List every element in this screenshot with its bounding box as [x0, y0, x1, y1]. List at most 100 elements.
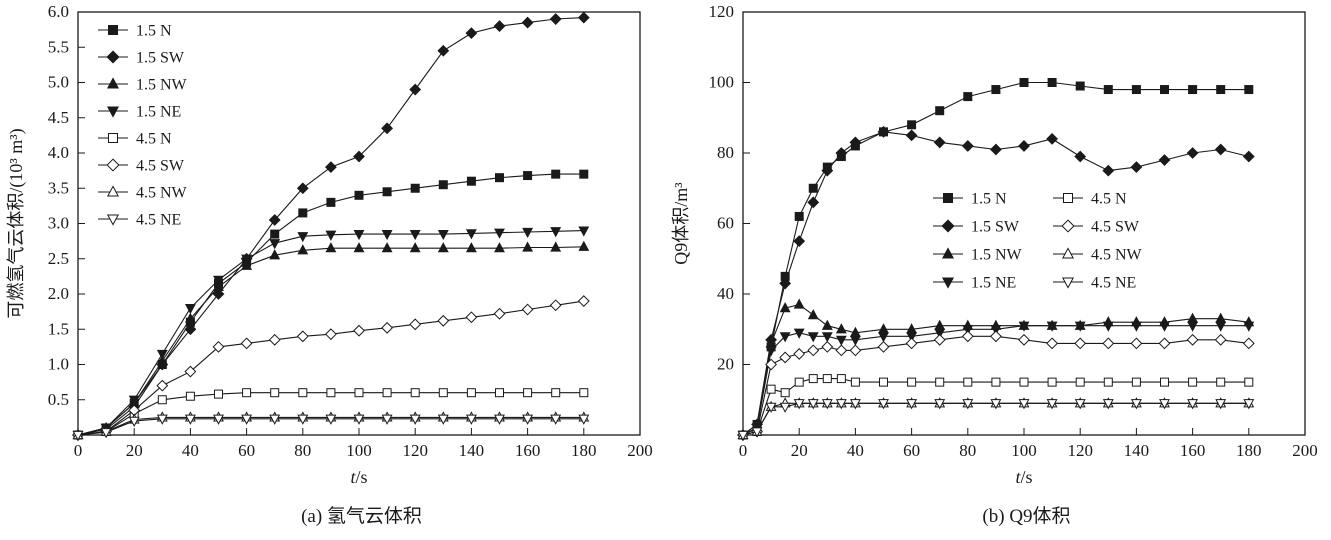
- x-tick-label: 20: [126, 441, 143, 460]
- open-diamond-marker: [156, 379, 169, 392]
- filled-diamond-marker: [1102, 164, 1115, 177]
- series-4.5-NE: [737, 399, 1255, 442]
- legend-item: 4.5 N: [1053, 191, 1127, 208]
- legend-item: 4.5 SW: [98, 158, 185, 175]
- legend-label: 4.5 NE: [1091, 275, 1136, 292]
- filled-triangle-down-marker: [1018, 321, 1030, 332]
- y-tick-label: 20: [717, 355, 734, 374]
- legend-item: 1.5 N: [98, 23, 172, 40]
- legend-item: 4.5 NE: [98, 212, 181, 229]
- open-diamond-marker: [1130, 337, 1143, 350]
- open-triangle-down-marker: [807, 399, 819, 410]
- legend-item: 1.5 SW: [933, 219, 1020, 236]
- open-triangle-down-marker: [849, 399, 861, 410]
- open-diamond-marker: [849, 344, 862, 357]
- filled-triangle-up-marker: [835, 323, 847, 334]
- filled-square-marker: [438, 180, 448, 190]
- open-diamond-marker: [437, 314, 450, 327]
- open-square-marker: [270, 388, 280, 398]
- open-triangle-down-marker: [1159, 399, 1170, 410]
- open-diamond-marker: [765, 358, 778, 371]
- filled-triangle-down-marker: [1102, 321, 1114, 332]
- open-triangle-down-marker: [550, 414, 562, 425]
- x-tick-label: 100: [1011, 441, 1037, 460]
- y-tick-label: 4.5: [48, 108, 69, 127]
- open-diamond-marker: [324, 328, 337, 341]
- open-square-marker: [438, 388, 448, 398]
- filled-triangle-up-marker: [269, 249, 281, 260]
- filled-triangle-down-marker: [550, 227, 562, 238]
- filled-triangle-down-marker: [878, 332, 889, 343]
- filled-diamond-marker: [268, 214, 281, 226]
- open-diamond-marker: [577, 295, 590, 307]
- open-diamond-marker: [807, 344, 820, 357]
- open-diamond-marker: [1061, 219, 1075, 233]
- open-square-marker: [766, 384, 776, 394]
- y-tick-label: 5.5: [48, 37, 69, 56]
- y-tick-label: 3.0: [48, 214, 69, 233]
- open-diamond-marker: [465, 311, 478, 324]
- filled-square-marker: [382, 187, 392, 197]
- axes: 0 20 40 60 80 100 120 140 160 180 200 20 40 60 80 100 12…: [671, 2, 1318, 487]
- filled-diamond-marker: [1046, 132, 1059, 145]
- filled-square-marker: [935, 106, 945, 116]
- open-triangle-down-marker: [737, 430, 749, 442]
- x-tick-label: 0: [739, 441, 748, 460]
- filled-diamond-marker: [905, 129, 918, 142]
- filled-diamond-marker: [989, 143, 1002, 156]
- legend-item: 1.5 SW: [98, 50, 185, 67]
- open-triangle-down-marker: [962, 399, 974, 410]
- open-triangle-down-marker: [184, 414, 196, 425]
- open-square-marker: [780, 388, 790, 398]
- filled-diamond-marker: [793, 235, 806, 248]
- legend-label: 4.5 NE: [136, 212, 181, 229]
- filled-triangle-up-marker: [325, 242, 337, 253]
- open-square-marker: [157, 395, 167, 405]
- filled-triangle-down-marker: [409, 229, 421, 241]
- legend-label: 1.5 SW: [136, 50, 185, 67]
- open-square-marker: [551, 388, 561, 398]
- filled-diamond-marker: [465, 27, 478, 40]
- open-diamond-marker: [835, 344, 848, 357]
- open-diamond-marker: [1046, 337, 1059, 350]
- open-square-marker: [382, 388, 392, 398]
- legend-item: 1.5 NE: [98, 104, 181, 121]
- legend-item: 4.5 N: [98, 131, 172, 148]
- filled-square-marker: [1103, 85, 1113, 95]
- open-triangle-down-marker: [381, 414, 393, 425]
- filled-triangle-up-marker: [106, 77, 120, 89]
- open-square-marker: [1216, 377, 1226, 387]
- x-tick-label: 120: [402, 441, 428, 460]
- open-triangle-down-marker: [934, 399, 946, 410]
- open-square-marker: [991, 377, 1001, 387]
- filled-triangle-down-marker: [941, 277, 955, 289]
- open-triangle-down-marker: [437, 414, 449, 425]
- filled-triangle-up-marker: [878, 323, 889, 334]
- filled-square-marker: [1075, 81, 1085, 91]
- filled-diamond-marker: [1242, 150, 1255, 163]
- legend-item: 4.5 NW: [1053, 247, 1143, 264]
- x-tick-label: 180: [1236, 441, 1262, 460]
- filled-square-marker: [1188, 85, 1198, 95]
- legend-label: 1.5 NW: [136, 77, 188, 94]
- filled-square-marker: [907, 120, 917, 130]
- y-tick-label: 0.5: [48, 390, 69, 409]
- filled-triangle-down-marker: [934, 328, 946, 339]
- chart-hydrogen-cloud-volume: 0 20 40 60 80 100 120 140 160 180 200 0.5 1.0 1.5 2.0 2…: [0, 0, 665, 540]
- open-triangle-down-marker: [156, 414, 168, 425]
- filled-square-marker: [1244, 85, 1254, 95]
- filled-triangle-down-marker: [990, 325, 1002, 336]
- filled-triangle-down-marker: [765, 346, 777, 357]
- series-1.5-NW: [737, 298, 1255, 440]
- open-triangle-down-marker: [906, 399, 918, 410]
- open-square-marker: [354, 388, 364, 398]
- open-diamond-marker: [1018, 333, 1030, 346]
- filled-triangle-down-marker: [437, 229, 449, 241]
- open-triangle-down-marker: [1046, 399, 1058, 410]
- filled-triangle-up-marker: [807, 309, 819, 320]
- legend-label: 1.5 N: [971, 191, 1007, 208]
- filled-triangle-up-marker: [1187, 312, 1199, 323]
- chart-b-caption: (b) Q9体积: [982, 506, 1071, 527]
- filled-diamond-marker: [807, 196, 820, 209]
- open-diamond-marker: [521, 303, 534, 316]
